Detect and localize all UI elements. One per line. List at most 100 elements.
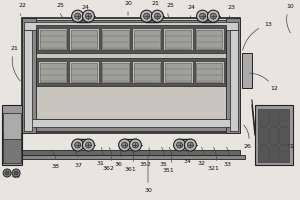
Text: 30: 30 bbox=[144, 156, 152, 193]
Bar bbox=[101, 61, 130, 83]
Bar bbox=[69, 61, 99, 83]
Bar bbox=[258, 127, 268, 144]
Circle shape bbox=[82, 10, 94, 22]
Bar bbox=[24, 22, 238, 30]
Bar bbox=[165, 63, 191, 82]
Bar bbox=[163, 28, 193, 50]
Bar bbox=[22, 20, 240, 34]
Bar bbox=[230, 30, 238, 131]
Bar bbox=[132, 61, 161, 83]
Bar bbox=[17, 155, 245, 159]
Text: 20: 20 bbox=[124, 1, 132, 15]
Bar bbox=[40, 63, 66, 82]
Bar bbox=[38, 61, 68, 83]
Bar bbox=[36, 25, 226, 53]
Circle shape bbox=[141, 10, 153, 22]
Text: 24: 24 bbox=[188, 5, 196, 18]
Circle shape bbox=[188, 142, 194, 148]
Text: 24: 24 bbox=[81, 5, 89, 18]
Text: 36: 36 bbox=[114, 147, 122, 167]
Bar bbox=[101, 28, 130, 50]
Bar bbox=[2, 105, 22, 165]
Text: 12: 12 bbox=[250, 73, 278, 91]
Bar bbox=[40, 30, 66, 49]
Bar bbox=[22, 18, 240, 133]
Circle shape bbox=[174, 139, 186, 151]
Circle shape bbox=[72, 10, 84, 22]
Bar bbox=[134, 30, 160, 49]
Circle shape bbox=[200, 13, 206, 19]
Text: 32: 32 bbox=[198, 147, 206, 166]
Bar bbox=[268, 127, 278, 144]
Text: 25: 25 bbox=[56, 3, 64, 18]
Text: 31: 31 bbox=[96, 148, 104, 166]
Bar bbox=[22, 150, 240, 155]
Circle shape bbox=[85, 13, 91, 19]
Circle shape bbox=[12, 169, 20, 177]
Bar bbox=[195, 61, 224, 83]
Bar bbox=[258, 109, 268, 126]
Circle shape bbox=[210, 13, 216, 19]
Text: 362: 362 bbox=[102, 147, 114, 171]
Text: 26: 26 bbox=[244, 125, 252, 149]
Bar bbox=[22, 119, 240, 131]
Bar bbox=[268, 109, 278, 126]
Text: 23: 23 bbox=[228, 5, 236, 18]
Bar bbox=[242, 53, 252, 88]
Bar bbox=[195, 28, 224, 50]
Circle shape bbox=[14, 171, 18, 175]
Circle shape bbox=[154, 13, 160, 19]
Text: 38: 38 bbox=[51, 150, 59, 169]
Bar bbox=[196, 30, 222, 49]
Circle shape bbox=[5, 171, 9, 175]
Circle shape bbox=[122, 142, 128, 148]
Bar bbox=[196, 63, 222, 82]
Text: 34: 34 bbox=[184, 147, 192, 164]
Circle shape bbox=[3, 169, 11, 177]
Circle shape bbox=[207, 10, 219, 22]
Bar bbox=[258, 145, 268, 162]
Circle shape bbox=[75, 142, 81, 148]
Text: 25: 25 bbox=[166, 3, 174, 18]
Bar bbox=[24, 30, 32, 131]
Circle shape bbox=[118, 139, 130, 151]
Circle shape bbox=[75, 13, 81, 19]
Circle shape bbox=[196, 10, 208, 22]
Bar bbox=[226, 18, 240, 133]
Text: 35: 35 bbox=[159, 147, 167, 167]
Circle shape bbox=[72, 139, 84, 151]
Text: 10: 10 bbox=[286, 4, 294, 33]
Text: 21: 21 bbox=[10, 46, 20, 81]
Text: 11: 11 bbox=[277, 135, 294, 149]
Bar bbox=[134, 63, 160, 82]
Bar bbox=[163, 61, 193, 83]
Circle shape bbox=[144, 13, 150, 19]
Bar bbox=[165, 30, 191, 49]
Bar bbox=[3, 113, 21, 139]
Text: 21: 21 bbox=[151, 1, 159, 15]
Bar bbox=[3, 133, 21, 163]
Circle shape bbox=[177, 142, 183, 148]
Bar bbox=[279, 145, 289, 162]
Circle shape bbox=[132, 142, 138, 148]
Bar bbox=[279, 127, 289, 144]
Text: 39: 39 bbox=[12, 174, 20, 179]
Bar bbox=[71, 30, 97, 49]
Text: 33: 33 bbox=[224, 147, 232, 167]
Bar bbox=[36, 30, 226, 131]
Bar bbox=[38, 28, 68, 50]
Bar bbox=[69, 28, 99, 50]
Circle shape bbox=[184, 139, 196, 151]
Circle shape bbox=[85, 142, 91, 148]
Bar bbox=[36, 72, 226, 78]
Text: 37: 37 bbox=[74, 150, 82, 168]
Bar bbox=[268, 145, 278, 162]
Bar bbox=[132, 28, 161, 50]
Circle shape bbox=[129, 139, 141, 151]
Text: 352: 352 bbox=[139, 148, 151, 167]
Text: 13: 13 bbox=[243, 22, 272, 50]
Bar bbox=[255, 105, 293, 165]
Bar bbox=[102, 63, 128, 82]
Text: 321: 321 bbox=[208, 147, 220, 171]
Circle shape bbox=[152, 10, 164, 22]
